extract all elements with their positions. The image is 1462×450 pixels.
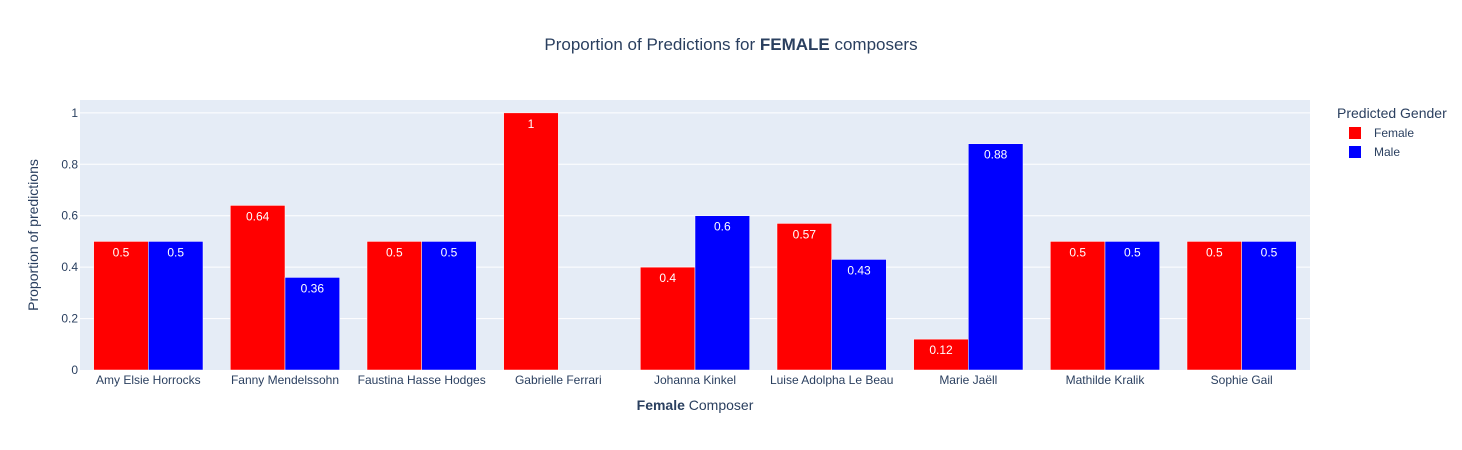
bar-value-label: 0.5 [1069, 245, 1086, 259]
chart-title-prefix: Proportion of Predictions for [544, 35, 759, 54]
y-tick-labels: 0 0.2 0.4 0.6 0.8 1 [61, 106, 78, 377]
y-tick-label: 1 [71, 106, 78, 120]
y-tick-label: 0.6 [61, 209, 78, 223]
chart-title-bold: FEMALE [760, 35, 830, 54]
bar-male [284, 277, 340, 371]
x-tick-label: Amy Elsie Horrocks [96, 373, 201, 387]
legend-swatch-female [1349, 127, 1361, 139]
bar-female [640, 266, 696, 371]
y-tick-label: 0.4 [61, 260, 78, 274]
bar-value-label: 0.6 [714, 220, 731, 234]
bar-value-label: 0.12 [929, 343, 953, 357]
bar-male [1241, 241, 1297, 371]
bar-female [1186, 241, 1242, 371]
x-tick-label: Gabrielle Ferrari [515, 373, 602, 387]
bar-female [93, 241, 149, 371]
x-tick-label: Fanny Mendelssohn [231, 373, 339, 387]
x-axis-title-bold: Female [637, 397, 685, 413]
bar-female [1050, 241, 1106, 371]
bar-value-label: 0.4 [659, 271, 676, 285]
y-tick-label: 0.8 [61, 157, 78, 171]
bar-value-label: 0.5 [1261, 245, 1278, 259]
bar-value-label: 0.5 [1124, 245, 1141, 259]
legend-items: Female Male [1349, 126, 1414, 159]
bar-value-label: 0.5 [1206, 245, 1223, 259]
bars [93, 112, 1297, 371]
x-tick-label: Johanna Kinkel [654, 373, 736, 387]
x-tick-label: Mathilde Kralik [1066, 373, 1146, 387]
bar-value-label: 0.43 [847, 263, 871, 277]
bar-male [831, 259, 887, 371]
x-tick-label: Sophie Gail [1211, 373, 1273, 387]
bar-male [1104, 241, 1160, 371]
bar-male [421, 241, 477, 371]
x-tick-label: Marie Jaëll [939, 373, 997, 387]
bar-female [366, 241, 422, 371]
legend-swatch-male [1349, 146, 1361, 158]
bar-value-label: 0.5 [167, 245, 184, 259]
bar-value-label: 0.5 [113, 245, 130, 259]
legend-label-female: Female [1374, 126, 1414, 140]
bar-value-label: 0.88 [984, 148, 1008, 162]
bar-female [503, 112, 559, 371]
x-tick-label: Luise Adolpha Le Beau [770, 373, 893, 387]
bar-value-label: 0.5 [441, 245, 458, 259]
x-tick-labels: Amy Elsie Horrocks Fanny Mendelssohn Faust… [96, 373, 1273, 387]
legend: Predicted Gender Female Male [1337, 105, 1447, 159]
bar-male [694, 215, 750, 371]
y-tick-label: 0.2 [61, 312, 78, 326]
bar-male [148, 241, 204, 371]
bar-value-label: 1 [528, 117, 535, 131]
bar-female [913, 338, 969, 371]
bar-female [230, 205, 286, 371]
legend-title: Predicted Gender [1337, 105, 1447, 121]
bar-labels: 0.5 0.5 0.64 0.36 0.5 0.5 1 0.4 0.6 0.57 0.43 0.12 0… [113, 117, 1278, 357]
bar-value-label: 0.57 [793, 227, 817, 241]
x-axis-title-rest: Composer [685, 397, 754, 413]
y-axis-title: Proportion of predictions [25, 159, 41, 311]
bar-value-label: 0.64 [246, 209, 270, 223]
bar-value-label: 0.5 [386, 245, 403, 259]
x-axis-title: Female Composer [637, 397, 754, 413]
y-tick-label: 0 [71, 363, 78, 377]
bar-value-label: 0.36 [301, 281, 325, 295]
bar-male [968, 143, 1024, 371]
chart-title-suffix: composers [830, 35, 918, 54]
x-tick-label: Faustina Hasse Hodges [358, 373, 486, 387]
chart-title: Proportion of Predictions for FEMALE com… [544, 35, 917, 54]
bar-female [776, 223, 832, 371]
legend-label-male: Male [1374, 145, 1400, 159]
